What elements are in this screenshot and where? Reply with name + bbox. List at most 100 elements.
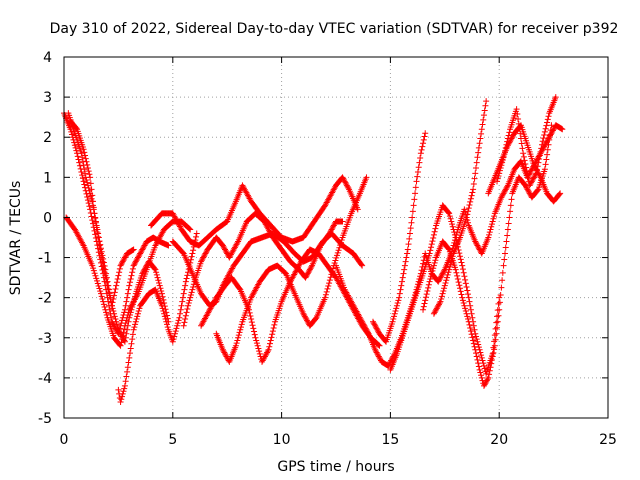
data-point	[80, 146, 87, 153]
data-point	[102, 272, 109, 279]
data-point	[99, 296, 106, 303]
data-point	[200, 254, 207, 261]
data-point	[100, 301, 107, 308]
data-point	[470, 181, 477, 188]
data-point	[337, 242, 344, 249]
data-point	[406, 230, 413, 237]
data-point	[494, 324, 501, 331]
data-point	[121, 326, 128, 333]
data-point	[127, 345, 134, 352]
data-point	[467, 324, 474, 331]
data-point	[208, 304, 215, 311]
data-point	[536, 156, 543, 163]
data-point	[545, 135, 552, 142]
data-point	[494, 178, 501, 185]
data-point	[211, 297, 218, 304]
data-point	[179, 294, 186, 301]
data-point	[465, 318, 472, 325]
data-point	[119, 259, 126, 266]
data-point	[478, 126, 485, 133]
data-point	[489, 218, 496, 225]
data-point	[502, 144, 509, 151]
data-point	[479, 357, 486, 364]
data-point	[123, 317, 130, 324]
data-point	[105, 289, 112, 296]
data-point	[459, 294, 466, 301]
data-point	[505, 220, 512, 227]
data-point	[203, 249, 210, 256]
data-point	[158, 290, 165, 297]
data-point	[238, 321, 245, 328]
data-point	[132, 258, 139, 265]
y-tick-label: 2	[43, 130, 52, 146]
data-point	[499, 193, 506, 200]
data-point	[393, 302, 400, 309]
data-point	[177, 306, 184, 313]
data-point	[206, 306, 213, 313]
data-point	[372, 322, 379, 329]
x-tick-label: 10	[273, 432, 291, 448]
data-point	[556, 191, 563, 198]
data-point	[234, 239, 241, 246]
data-point	[82, 152, 89, 159]
data-point	[137, 249, 144, 256]
data-point	[482, 102, 489, 109]
data-point	[396, 290, 403, 297]
data-point	[336, 244, 343, 251]
data-point	[545, 113, 552, 120]
data-point	[93, 224, 100, 231]
data-point	[488, 223, 495, 230]
data-point	[121, 322, 128, 329]
data-point	[210, 300, 217, 307]
data-point	[187, 291, 194, 298]
data-point	[172, 328, 179, 335]
data-point	[538, 141, 545, 148]
data-point	[469, 189, 476, 196]
data-point	[489, 353, 496, 360]
data-point	[198, 257, 205, 264]
series-track-13	[420, 122, 555, 389]
data-point	[235, 334, 242, 341]
data-point	[182, 316, 189, 323]
data-point	[160, 308, 167, 315]
data-point	[185, 302, 192, 309]
data-point	[480, 112, 487, 119]
data-point	[123, 330, 130, 337]
data-point	[123, 298, 130, 305]
data-point	[436, 275, 443, 282]
data-point	[525, 175, 532, 182]
data-point	[478, 372, 485, 379]
data-point	[247, 312, 254, 319]
data-point	[453, 269, 460, 276]
data-point	[528, 179, 535, 186]
data-point	[457, 285, 464, 292]
data-point	[256, 350, 263, 357]
data-point	[523, 185, 530, 192]
data-point	[506, 129, 513, 136]
data-point	[420, 140, 427, 147]
data-point	[516, 125, 523, 132]
data-point	[183, 309, 190, 316]
data-point	[446, 210, 453, 217]
data-point	[455, 279, 462, 286]
data-point	[187, 294, 194, 301]
data-point	[371, 321, 378, 328]
data-point	[495, 312, 502, 319]
data-point	[235, 332, 242, 339]
data-point	[460, 269, 467, 276]
data-point	[327, 229, 334, 236]
data-point	[102, 306, 109, 313]
data-point	[545, 141, 552, 148]
data-point	[472, 164, 479, 171]
data-point	[436, 300, 443, 307]
data-point	[111, 322, 118, 329]
data-point	[340, 177, 347, 184]
data-point	[446, 263, 453, 270]
data-point	[541, 166, 548, 173]
data-point	[156, 282, 163, 289]
data-point	[261, 353, 268, 360]
data-point	[122, 253, 129, 260]
data-point	[456, 282, 463, 289]
data-point	[121, 385, 128, 392]
data-point	[499, 159, 506, 166]
